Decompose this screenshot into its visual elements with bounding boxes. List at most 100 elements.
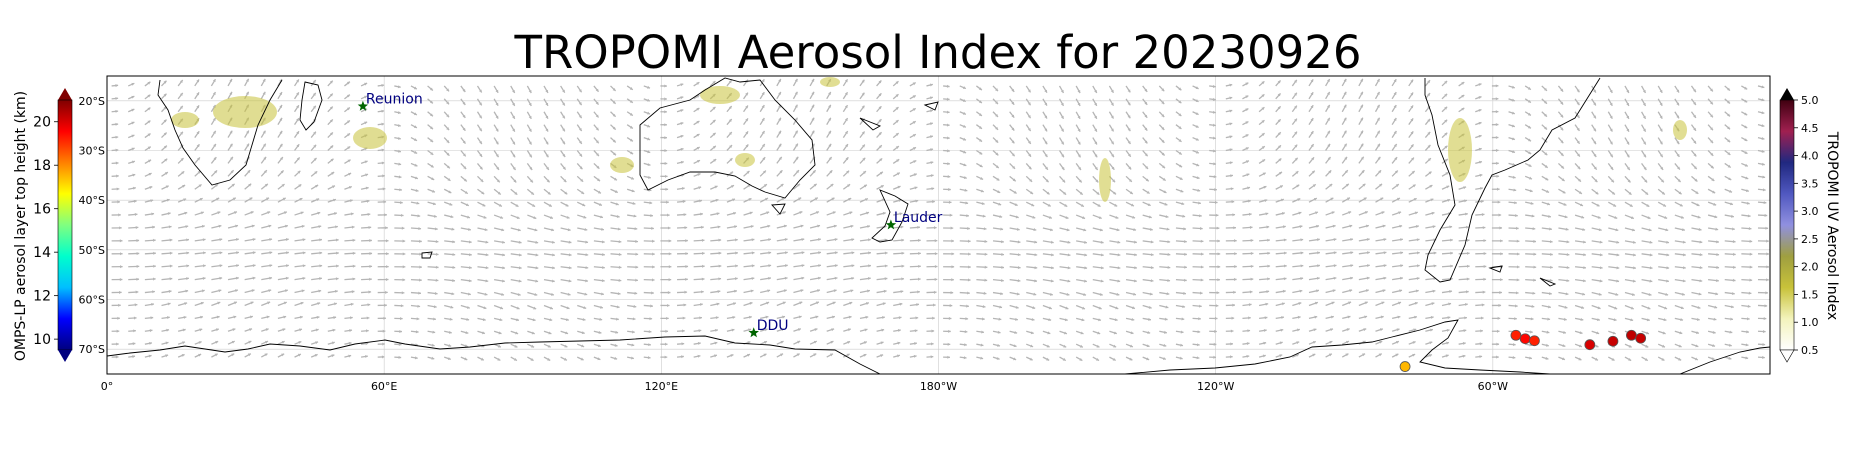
wind-arrow-head	[1001, 252, 1004, 256]
wind-arrow-head	[548, 203, 552, 207]
wind-arrow-head	[351, 225, 355, 229]
wind-arrow-head	[896, 159, 900, 163]
lon-tick-label: 120°E	[645, 380, 678, 393]
wind-arrow-head	[1017, 279, 1021, 283]
wind-arrow-head	[1579, 331, 1583, 335]
wind-arrow-head	[116, 174, 119, 178]
wind-arrow-head	[1649, 266, 1653, 270]
wind-arrow-head	[1234, 239, 1237, 243]
wind-arrow-head	[116, 329, 120, 333]
wind-arrow-head	[1764, 213, 1768, 217]
wind-arrow-head	[1593, 89, 1596, 93]
wind-arrow-head	[1611, 191, 1615, 195]
wind-arrow-head	[1165, 215, 1169, 219]
wind-arrow-head	[1112, 179, 1116, 183]
wind-arrow-head	[1081, 318, 1085, 322]
wind-arrow-head	[1312, 341, 1316, 344]
wind-arrow-head	[715, 316, 719, 320]
wind-arrow-head	[947, 355, 950, 359]
wind-arrow-head	[1100, 279, 1104, 283]
wind-arrow-head	[1549, 227, 1552, 231]
wind-arrow-head	[1576, 89, 1580, 93]
wind-arrow-head	[1200, 252, 1204, 256]
wind-arrow-head	[468, 240, 472, 244]
wind-arrow-head	[385, 290, 388, 294]
wind-arrow-head	[1014, 203, 1018, 206]
wind-arrow-head	[235, 224, 238, 228]
wind-arrow-head	[1613, 203, 1617, 207]
wind-arrow-head	[429, 100, 433, 104]
wind-arrow-head	[946, 97, 950, 101]
wind-arrow-head	[1410, 105, 1414, 109]
wind-arrow-head	[834, 238, 838, 242]
wind-arrow-head	[1598, 292, 1602, 296]
wind-arrow-head	[995, 113, 998, 117]
wind-arrow-head	[732, 198, 735, 202]
wind-arrow-head	[1294, 144, 1298, 148]
wind-arrow-head	[830, 340, 834, 344]
wind-arrow-head	[1067, 253, 1071, 257]
wind-arrow-head	[219, 276, 223, 280]
wind-arrow-head	[1763, 317, 1767, 321]
wind-arrow-head	[585, 279, 589, 283]
wind-arrow-head	[1500, 239, 1503, 243]
wind-arrow-head	[513, 179, 517, 183]
wind-arrow-head	[851, 238, 855, 242]
wind-arrow-head	[382, 187, 386, 191]
wind-arrow-head	[1609, 141, 1613, 145]
wind-arrow-head	[1350, 251, 1354, 255]
wind-arrow-head	[1643, 141, 1646, 145]
wind-arrow-head	[864, 198, 868, 202]
wind-arrow-head	[797, 328, 801, 332]
right-colorbar-tick-label: 2.5	[1801, 233, 1819, 246]
lat-tick-label: 40°S	[79, 194, 105, 207]
wind-arrow-head	[1533, 278, 1536, 282]
wind-arrow-head	[182, 185, 186, 188]
wind-arrow-head	[1560, 153, 1564, 156]
wind-arrow-head	[512, 102, 515, 106]
wind-arrow-head	[1013, 190, 1017, 194]
wind-arrow-head	[1577, 166, 1581, 170]
wind-arrow-head	[1132, 306, 1135, 310]
wind-arrow-head	[1562, 344, 1566, 348]
wind-arrow-head	[384, 213, 387, 217]
wind-arrow-head	[1394, 157, 1398, 161]
wind-arrow-head	[316, 315, 320, 319]
wind-arrow-head	[1248, 303, 1252, 307]
wind-arrow-head	[783, 289, 787, 293]
wind-arrow-head	[1444, 145, 1448, 149]
wind-arrow-head	[1630, 216, 1634, 219]
wind-arrow-head	[1411, 170, 1415, 174]
wind-arrow-head	[1016, 292, 1020, 296]
wind-arrow-head	[747, 341, 751, 345]
wind-arrow-head	[414, 163, 418, 167]
wind-arrow-head	[1084, 266, 1088, 270]
wind-arrow-head	[1466, 277, 1470, 281]
wind-arrow-head	[1360, 78, 1363, 82]
wind-arrow-head	[1666, 253, 1670, 257]
wind-arrow-head	[1415, 224, 1419, 228]
wind-arrow-head	[483, 306, 487, 310]
wind-arrow-head	[1410, 79, 1414, 83]
wind-arrow-head	[1327, 143, 1331, 147]
wind-arrow-head	[1199, 291, 1203, 295]
wind-arrow-head	[1615, 292, 1619, 296]
wind-arrow-head	[1350, 276, 1353, 280]
wind-arrow-head	[1483, 264, 1487, 269]
wind-arrow-head	[1365, 289, 1369, 293]
wind-arrow-head	[612, 87, 616, 91]
wind-arrow-head	[1146, 190, 1150, 194]
lon-tick-label: 120°W	[1197, 380, 1234, 393]
wind-arrow-head	[664, 355, 668, 359]
wind-arrow-head	[597, 357, 601, 361]
wind-arrow-head	[1077, 102, 1081, 106]
wind-arrow-head	[153, 264, 156, 268]
wind-arrow-head	[1563, 330, 1566, 334]
wind-arrow-head	[1550, 252, 1553, 256]
wind-arrow-head	[1716, 240, 1719, 244]
wind-arrow-head	[469, 266, 472, 270]
wind-arrow-head	[1628, 344, 1632, 348]
wind-arrow-head	[251, 224, 255, 228]
wind-arrow-head	[1360, 117, 1363, 121]
wind-arrow-head	[1197, 330, 1201, 334]
